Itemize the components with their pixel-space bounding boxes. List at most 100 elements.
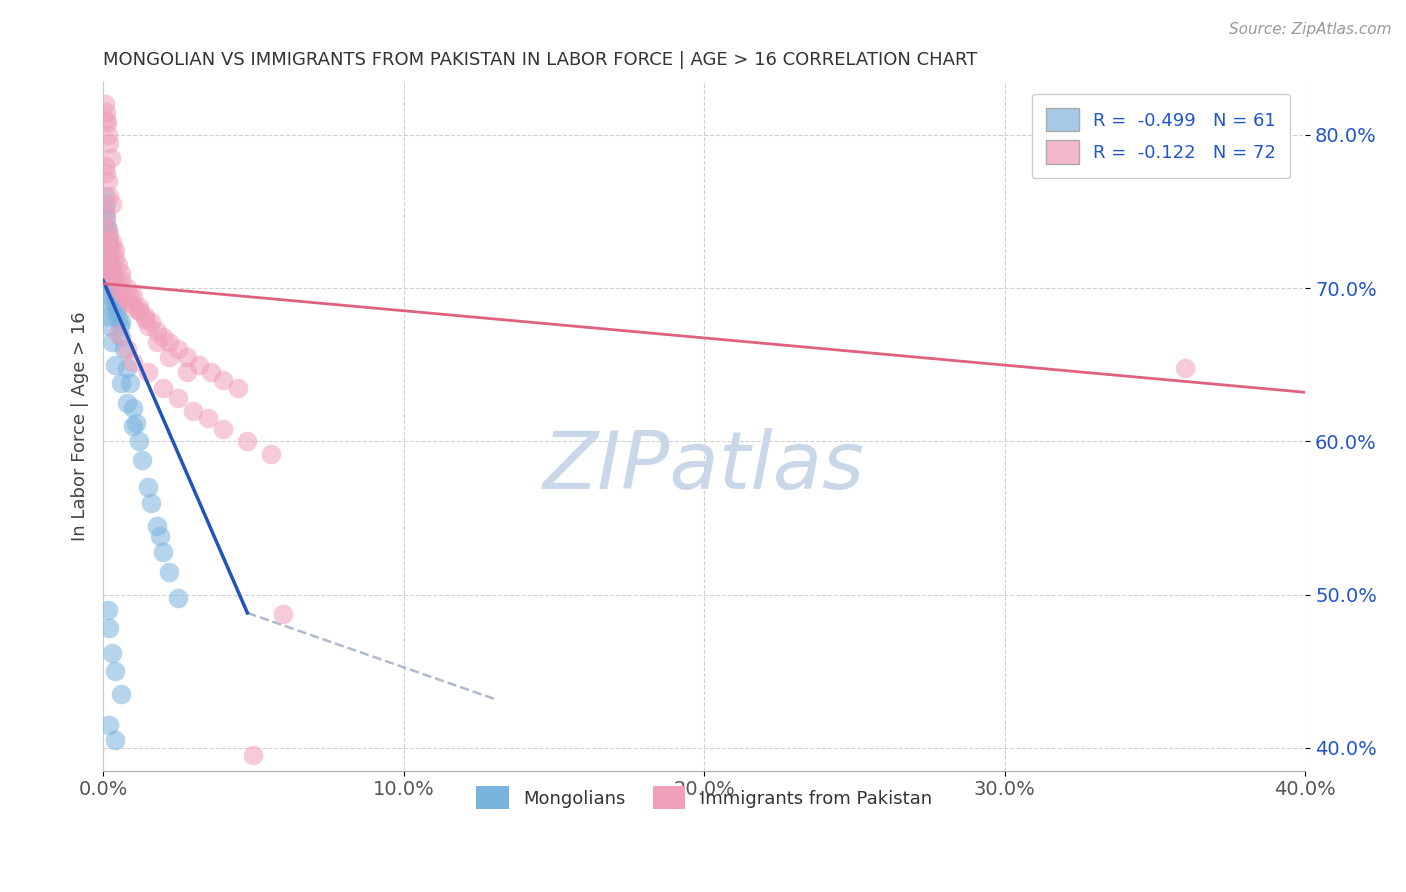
Point bbox=[98, 266, 121, 280]
Point bbox=[94, 212, 117, 227]
Point bbox=[97, 319, 120, 334]
Point bbox=[131, 452, 153, 467]
Point bbox=[98, 258, 121, 272]
Point bbox=[107, 293, 129, 308]
Point bbox=[97, 223, 120, 237]
Point bbox=[94, 105, 117, 120]
Point bbox=[242, 748, 264, 763]
Point bbox=[200, 365, 222, 379]
Point bbox=[120, 296, 142, 310]
Point bbox=[100, 268, 122, 283]
Point bbox=[1174, 360, 1197, 375]
Point bbox=[98, 621, 121, 635]
Point bbox=[93, 97, 115, 112]
Point bbox=[94, 197, 117, 211]
Point bbox=[104, 664, 127, 678]
Point bbox=[146, 324, 169, 338]
Point bbox=[136, 480, 159, 494]
Point bbox=[101, 235, 124, 250]
Point bbox=[97, 603, 120, 617]
Text: MONGOLIAN VS IMMIGRANTS FROM PAKISTAN IN LABOR FORCE | AGE > 16 CORRELATION CHAR: MONGOLIAN VS IMMIGRANTS FROM PAKISTAN IN… bbox=[103, 51, 977, 69]
Point bbox=[136, 365, 159, 379]
Point bbox=[107, 258, 129, 272]
Point bbox=[110, 266, 132, 280]
Point bbox=[97, 174, 120, 188]
Point bbox=[96, 219, 118, 234]
Point bbox=[110, 315, 132, 329]
Point bbox=[146, 518, 169, 533]
Point bbox=[104, 273, 127, 287]
Text: Source: ZipAtlas.com: Source: ZipAtlas.com bbox=[1229, 22, 1392, 37]
Point bbox=[100, 151, 122, 165]
Point bbox=[104, 733, 127, 747]
Point bbox=[157, 350, 180, 364]
Point bbox=[98, 227, 121, 242]
Point bbox=[96, 235, 118, 250]
Point bbox=[107, 327, 129, 342]
Y-axis label: In Labor Force | Age > 16: In Labor Force | Age > 16 bbox=[72, 311, 89, 541]
Point bbox=[93, 289, 115, 303]
Point bbox=[94, 208, 117, 222]
Point bbox=[122, 401, 145, 415]
Point bbox=[108, 319, 131, 334]
Point bbox=[110, 273, 132, 287]
Point bbox=[110, 330, 132, 344]
Point bbox=[103, 289, 125, 303]
Point bbox=[101, 197, 124, 211]
Point bbox=[122, 419, 145, 434]
Point bbox=[110, 284, 132, 298]
Point bbox=[94, 204, 117, 219]
Point bbox=[100, 258, 122, 272]
Point bbox=[197, 411, 219, 425]
Text: ZIPatlas: ZIPatlas bbox=[543, 428, 865, 507]
Point bbox=[146, 334, 169, 349]
Point bbox=[97, 238, 120, 252]
Point bbox=[101, 281, 124, 295]
Point bbox=[128, 304, 150, 318]
Point bbox=[98, 253, 121, 268]
Point bbox=[97, 251, 120, 265]
Point bbox=[97, 262, 120, 277]
Point bbox=[104, 296, 127, 310]
Point bbox=[101, 284, 124, 298]
Point bbox=[98, 717, 121, 731]
Point bbox=[101, 273, 124, 287]
Point bbox=[115, 396, 138, 410]
Point bbox=[122, 354, 145, 368]
Point bbox=[107, 281, 129, 295]
Point bbox=[157, 334, 180, 349]
Point bbox=[181, 403, 204, 417]
Point bbox=[97, 128, 120, 142]
Point bbox=[94, 112, 117, 127]
Point bbox=[104, 281, 127, 295]
Point bbox=[149, 529, 172, 543]
Point bbox=[212, 373, 235, 387]
Point bbox=[98, 136, 121, 150]
Point bbox=[120, 376, 142, 391]
Point bbox=[141, 495, 163, 509]
Point bbox=[101, 258, 124, 272]
Point bbox=[134, 309, 156, 323]
Point bbox=[94, 166, 117, 180]
Point bbox=[167, 591, 190, 605]
Point bbox=[101, 243, 124, 257]
Point bbox=[101, 646, 124, 660]
Point bbox=[98, 235, 121, 250]
Point bbox=[104, 243, 127, 257]
Point bbox=[93, 251, 115, 265]
Point bbox=[112, 343, 135, 357]
Point bbox=[115, 360, 138, 375]
Point bbox=[141, 315, 163, 329]
Point bbox=[228, 381, 250, 395]
Point bbox=[128, 304, 150, 318]
Point bbox=[94, 219, 117, 234]
Point bbox=[98, 189, 121, 203]
Point bbox=[110, 687, 132, 701]
Point bbox=[157, 565, 180, 579]
Point bbox=[98, 266, 121, 280]
Point bbox=[167, 343, 190, 357]
Point bbox=[128, 300, 150, 314]
Point bbox=[104, 251, 127, 265]
Point bbox=[101, 262, 124, 277]
Point bbox=[176, 350, 198, 364]
